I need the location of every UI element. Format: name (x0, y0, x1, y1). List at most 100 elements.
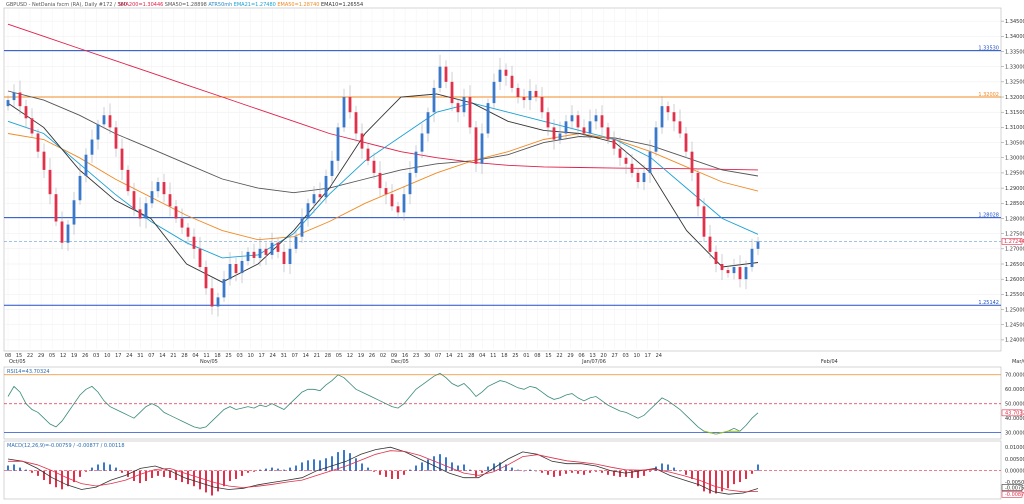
macd-histogram-bar (217, 470, 219, 492)
date-tick-label: 28 (181, 353, 187, 359)
rsi-tick-label: 43.70324 (1005, 411, 1024, 417)
date-tick-label: 11 (203, 353, 209, 359)
macd-histogram-bar (91, 467, 93, 471)
candles (6, 54, 760, 317)
price-tick-label: 1.29000 (1005, 186, 1024, 192)
candle-body (204, 267, 208, 289)
candle-body (372, 160, 376, 173)
date-tick-label: 07 (435, 353, 441, 359)
macd-histogram-bar (223, 470, 225, 487)
candle-body (240, 260, 244, 274)
macd-histogram-bar (709, 470, 711, 494)
macd-histogram-bar (409, 469, 411, 471)
candle-body (120, 148, 124, 170)
candle-body (750, 248, 754, 268)
macd-histogram-bar (283, 469, 285, 471)
macd-histogram-bar (421, 462, 423, 471)
macd-histogram-bar (715, 470, 717, 494)
candle-body (192, 236, 196, 249)
candle-body (96, 124, 100, 140)
price-tick-label: 1.25000 (1005, 307, 1024, 313)
date-tick-label: 10 (104, 353, 110, 359)
candle-body (516, 87, 520, 98)
macd-histogram-bar (463, 464, 465, 471)
candle-body (444, 66, 448, 82)
macd-histogram-bar (679, 470, 681, 472)
support-resistance-label: 1.33530 (978, 46, 999, 52)
candle-body (552, 127, 556, 140)
date-tick-label: 03 (622, 353, 628, 359)
macd-histogram-bar (355, 458, 357, 471)
candle-body (648, 151, 652, 173)
macd-histogram-bar (697, 470, 699, 487)
candle-body (102, 115, 106, 125)
rsi-panel[interactable]: RSI14=43.70324 70.00000 60.00000 50.00000 4… (3, 366, 1024, 440)
macd-histogram-bar (577, 470, 579, 474)
candle-body (6, 100, 10, 107)
macd-histogram-bar (295, 465, 297, 471)
date-tick-label: 07 (148, 353, 154, 359)
date-tick-label: 08 (534, 353, 540, 359)
candle-body (756, 241, 760, 249)
date-tick-label: 10 (634, 353, 640, 359)
date-tick-label: 26 (369, 353, 375, 359)
rsi-tick-label: 60.00000 (1005, 387, 1024, 393)
candle-body (66, 224, 70, 243)
candle-body (198, 248, 202, 268)
macd-histogram-bar (79, 470, 81, 477)
macd-histogram-bar (133, 470, 135, 482)
macd-tick-label: -0.00759 (1005, 485, 1024, 491)
date-tick-label: 31 (281, 353, 287, 359)
candle-body (174, 206, 178, 219)
macd-histogram-bar (187, 470, 189, 485)
candle-body (696, 172, 700, 207)
candle-body (486, 103, 490, 134)
macd-histogram-bar (517, 469, 519, 471)
indicator-label: EMA50=1.28740 (277, 2, 319, 8)
candle-body (528, 90, 532, 101)
macd-histogram-bar (325, 458, 327, 471)
macd-histogram-bar (607, 470, 609, 475)
candle-body (564, 121, 568, 134)
macd-histogram-bar (613, 470, 615, 476)
price-tick-label: 1.33500 (1005, 49, 1024, 55)
macd-histogram-bar (343, 450, 345, 471)
macd-histogram-bar (25, 469, 27, 471)
current-price-tag (1001, 238, 1023, 245)
candle-body (108, 115, 112, 128)
macd-tick-label: -0.00500 (1005, 480, 1024, 486)
macd-histogram-bar (109, 464, 111, 471)
rsi-panel-frame (3, 366, 1002, 440)
indicator-label: EMA10=1.26554 (321, 2, 363, 8)
date-tick-label: 09 (391, 353, 397, 359)
candle-body (624, 157, 628, 164)
macd-histogram-bar (733, 470, 735, 485)
price-tick-label: 1.33000 (1005, 64, 1024, 70)
indicator-label: ATR50mh (208, 2, 232, 8)
macd-histogram-bar (385, 470, 387, 477)
macd-histogram-bar (157, 470, 159, 476)
macd-histogram-bar (151, 470, 153, 478)
candle-body (288, 248, 292, 264)
macd-histogram-bar (241, 470, 243, 476)
date-tick-label: 18 (501, 353, 507, 359)
date-tick-label: 08 (5, 353, 11, 359)
candle-body (534, 90, 538, 98)
candle-body (474, 127, 478, 164)
candle-body (576, 115, 580, 128)
macd-histogram-bar (37, 470, 39, 476)
candle-body (720, 264, 724, 271)
macd-current-tag (1001, 490, 1023, 498)
macd-panel[interactable]: MACD(12,26,9)=-0.00759 / -0.00877 / 0.00… (3, 440, 1024, 500)
price-tick-label: 1.32500 (1005, 80, 1024, 86)
macd-histogram-bar (331, 456, 333, 471)
candle-body (504, 69, 508, 76)
macd-histogram-bar (637, 470, 639, 478)
candle-body (618, 148, 622, 158)
candle-body (690, 151, 694, 173)
macd-histogram-bar (535, 470, 537, 472)
macd-histogram-bar (685, 470, 687, 475)
candle-body (342, 97, 346, 128)
candle-body (678, 121, 682, 134)
